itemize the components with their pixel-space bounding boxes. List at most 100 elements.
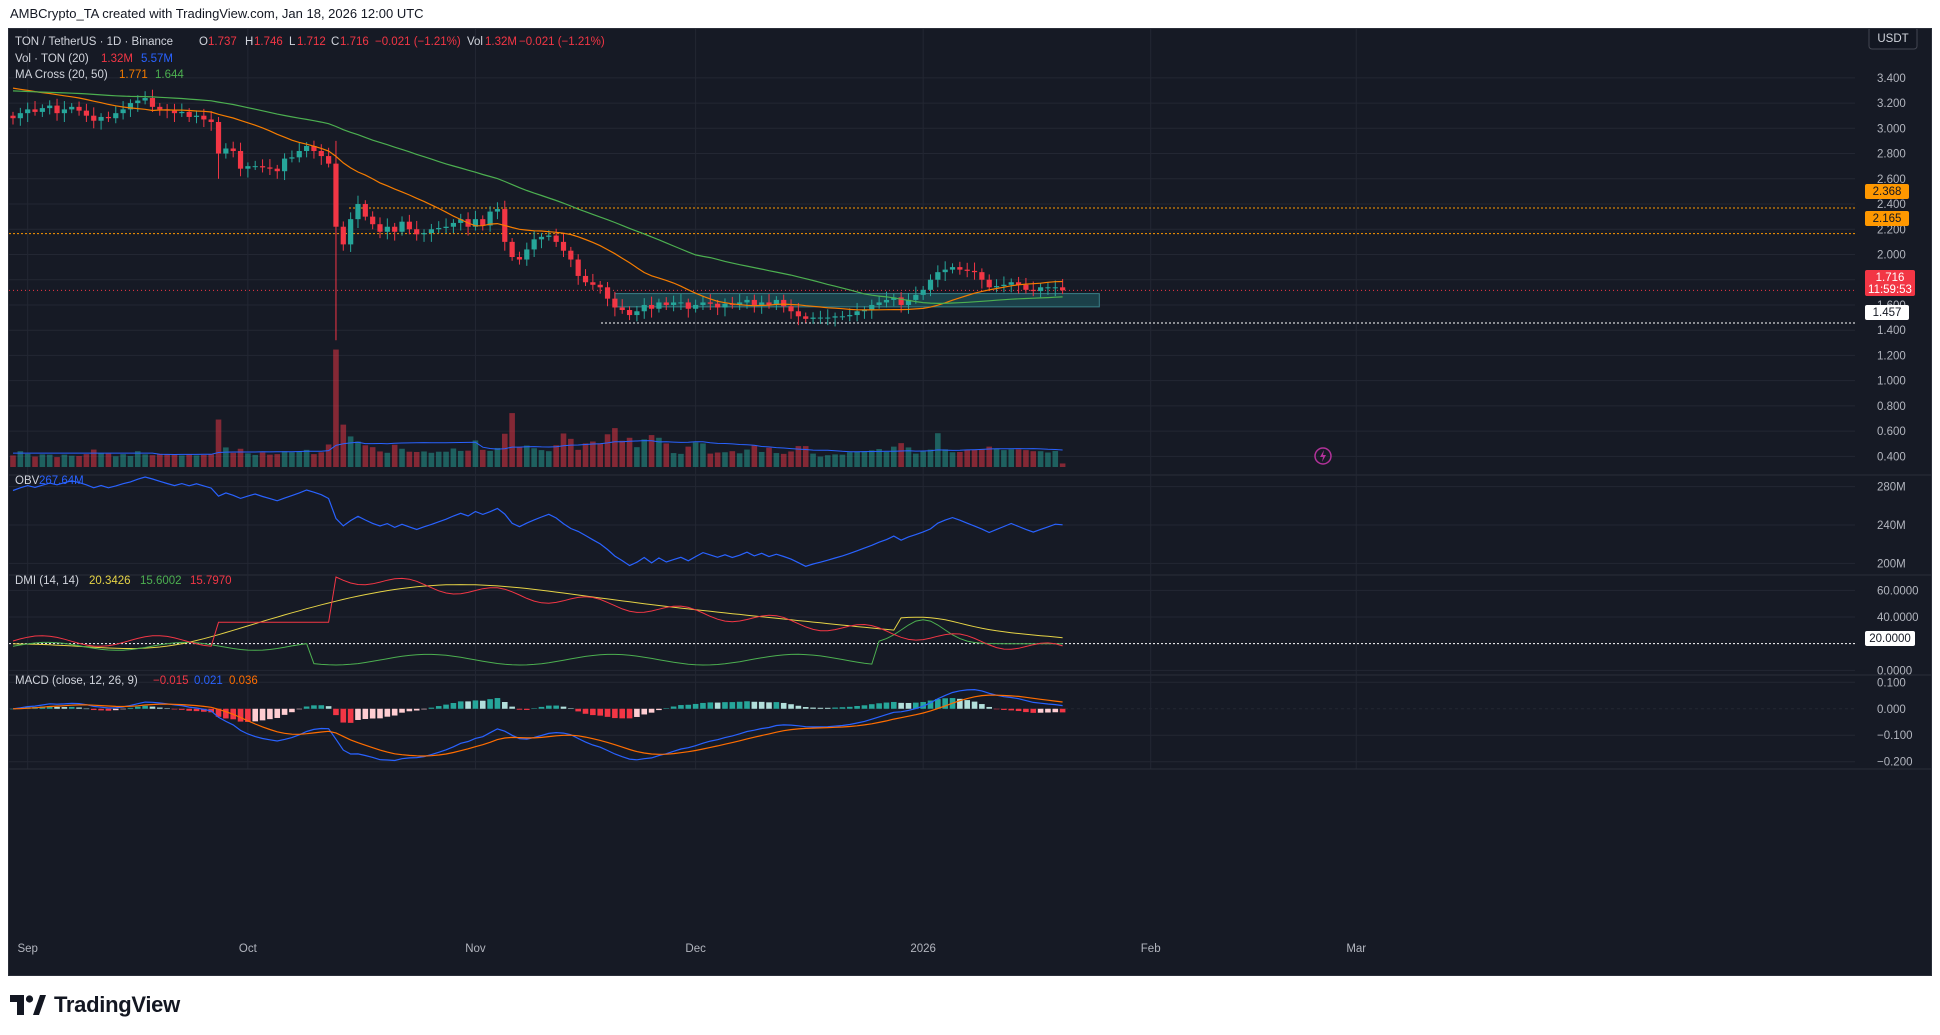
macd-hist-bar: [61, 707, 68, 709]
legend-change: −0.021 (−1.21%): [375, 36, 461, 48]
volume-bar: [1052, 450, 1059, 467]
macd-hist-bar: [854, 705, 860, 709]
macd-hist-bar: [120, 708, 126, 710]
legend-c-value: 1.716: [340, 36, 369, 48]
macd-hist-bar: [127, 707, 134, 709]
tradingview-logo[interactable]: TradingView: [10, 992, 180, 1018]
chart-svg[interactable]: 3.400 3.200 3.000 2.800 2.600 2.400 2.200 2.000…: [9, 26, 1931, 975]
volume-bar: [157, 453, 163, 467]
macd-hist-bar: [810, 707, 816, 709]
candle-body: [421, 233, 427, 235]
volume-bar: [391, 444, 398, 467]
candle-body: [971, 270, 978, 273]
volume-bar: [90, 449, 97, 467]
macd-hist-bar: [891, 701, 897, 709]
volume-bar: [274, 454, 281, 467]
candle-body: [17, 113, 23, 119]
candle-body: [39, 108, 45, 112]
candle-body: [935, 272, 941, 280]
candle-body: [326, 156, 332, 164]
volume-bar: [780, 453, 787, 467]
candle-body: [1001, 284, 1007, 287]
volume-bar: [538, 450, 545, 467]
macd-hist-bar: [325, 706, 332, 709]
macd-hist-bar: [46, 706, 53, 709]
currency-button[interactable]: USDT: [1868, 26, 1918, 50]
volume-bar: [179, 455, 185, 467]
volume-bar: [472, 440, 479, 467]
macd-hist-bar: [296, 708, 303, 710]
macd-hist-bar: [443, 704, 449, 709]
macd-hist-bar: [927, 700, 934, 709]
lightning-icon[interactable]: [1314, 447, 1332, 465]
legend-h-label: H: [245, 36, 253, 48]
volume-bar: [223, 447, 229, 467]
macd-hist-bar: [428, 707, 435, 709]
macd-hist-bar: [670, 706, 677, 709]
volume-bar: [758, 451, 765, 467]
candle-body: [964, 269, 970, 271]
legend-dmi-adx: 20.3426: [89, 575, 131, 587]
macd-hist-bar: [868, 704, 875, 709]
volume-bar: [457, 450, 464, 467]
macd-hist-bar: [780, 702, 787, 709]
candle-body: [891, 297, 897, 300]
candle-body: [252, 166, 258, 168]
macd-hist-bar: [898, 702, 904, 709]
legend-ma-indicator: MA Cross (20, 50): [15, 69, 108, 81]
resistance-tag-2-label: 2.165: [1873, 213, 1902, 225]
candles-layer[interactable]: [10, 89, 1066, 341]
candle-body: [905, 299, 912, 305]
candle-body: [267, 167, 273, 169]
candle-body: [377, 224, 383, 232]
volume-bar: [626, 437, 633, 467]
volume-bar: [171, 454, 178, 467]
volume-bar: [964, 449, 970, 467]
macd-line: [12, 688, 1063, 762]
macd-hist-bar: [245, 708, 251, 722]
candle-body: [715, 303, 721, 308]
volume-bar: [986, 446, 993, 467]
macd-hist-bar: [802, 707, 809, 709]
candle-body: [333, 163, 339, 227]
time-axis[interactable]: Sep Oct Nov Dec 2026 Feb Mar: [17, 943, 1366, 955]
volume-bar: [670, 453, 677, 467]
candle-body: [193, 115, 200, 117]
price-tick-label: 0.800: [1877, 401, 1906, 413]
macd-hist-bar: [751, 701, 758, 709]
volume-bar: [707, 453, 714, 467]
volume-bar: [1015, 449, 1022, 467]
volume-bar: [971, 449, 978, 467]
macd-hist-bar: [289, 708, 295, 713]
macd-hist-bar: [575, 708, 581, 712]
obv-tick-label: 200M: [1877, 558, 1906, 570]
volume-bar: [32, 456, 38, 467]
legend-vol-value: 1.32M: [485, 36, 517, 48]
candle-body: [942, 269, 948, 273]
candle-body: [296, 151, 302, 158]
volume-bar: [98, 453, 104, 467]
volume-bar: [318, 452, 325, 467]
macd-hist-bar: [993, 708, 1000, 710]
macd-hist-bar: [824, 707, 831, 709]
macd-hist-bar: [83, 708, 90, 710]
candle-body: [773, 299, 779, 305]
volume-bar: [1059, 463, 1066, 467]
candle-body: [876, 302, 882, 305]
macd-hist-bar: [905, 702, 912, 709]
candle-body: [869, 304, 875, 311]
candle-body: [362, 204, 368, 217]
macd-hist-bar: [648, 708, 655, 713]
candle-body: [61, 109, 67, 114]
chart-container[interactable]: 3.400 3.200 3.000 2.800 2.600 2.400 2.200 2.000…: [8, 26, 1932, 976]
price-tick-label: 0.400: [1877, 451, 1906, 463]
candle-body: [927, 279, 934, 290]
macd-hist-bar: [149, 706, 156, 709]
candle-body: [634, 311, 640, 316]
volume-bar: [435, 451, 442, 467]
grid-lines: [9, 29, 1931, 770]
legend-l-value: 1.712: [297, 36, 326, 48]
macd-hist-bar: [788, 704, 794, 709]
macd-hist-bar: [362, 708, 369, 719]
candle-body: [509, 241, 515, 258]
